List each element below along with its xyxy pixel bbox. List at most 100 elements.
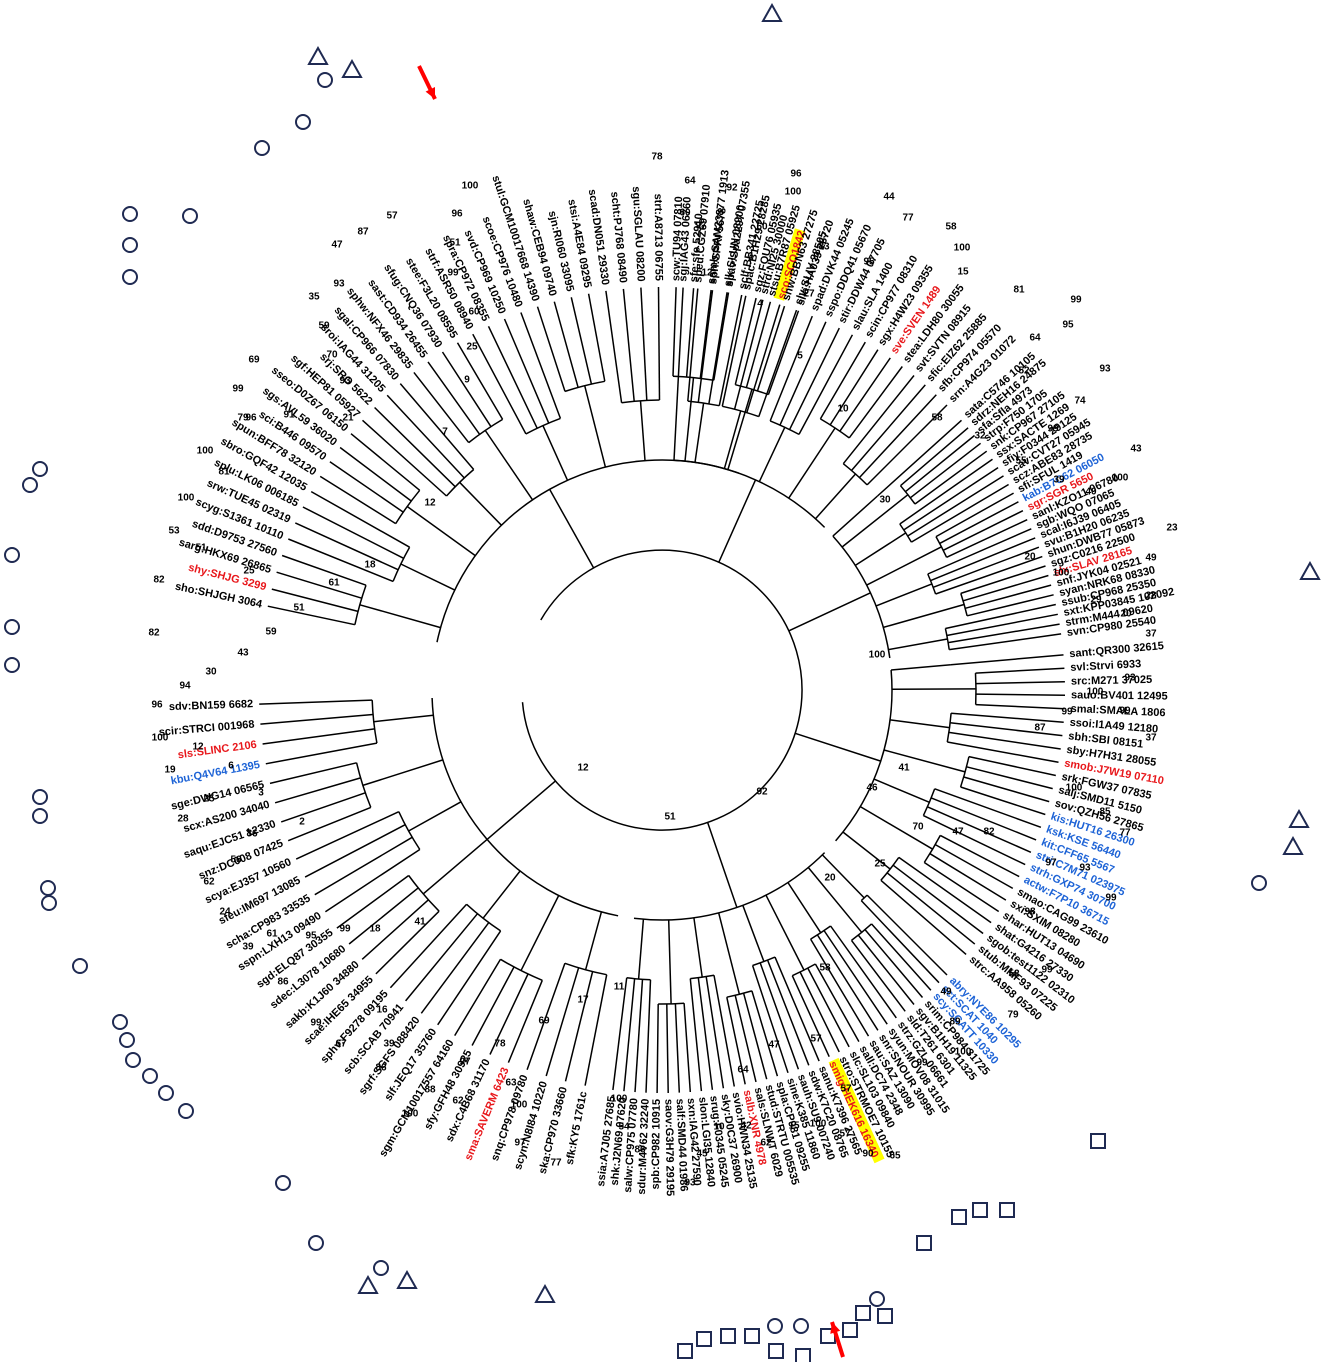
- clade-arc: [633, 852, 826, 921]
- tip-branch: [966, 766, 1053, 790]
- subclade-stem: [408, 801, 462, 832]
- tip-branch: [788, 327, 840, 430]
- bootstrap-value: 100: [1087, 687, 1104, 698]
- subclade-stem: [484, 430, 534, 501]
- triangle-marker: [761, 2, 783, 22]
- tip-branch: [807, 967, 850, 1048]
- bootstrap-value: 42: [740, 1121, 752, 1132]
- tip-branch: [267, 605, 356, 626]
- circle-marker: [32, 808, 48, 824]
- tip-branch: [687, 288, 699, 402]
- bootstrap-value: 10: [837, 404, 849, 415]
- bootstrap-value: 25: [466, 342, 478, 353]
- tip-branch: [965, 584, 1052, 610]
- tip-branch: [587, 293, 606, 382]
- tip-branch: [911, 483, 1009, 543]
- tip-branch: [939, 501, 1019, 545]
- bootstrap-value: 2: [299, 817, 305, 828]
- bootstrap-value: 24: [219, 907, 231, 918]
- tip-branch: [975, 703, 1065, 710]
- root-ring: [521, 549, 803, 831]
- bootstrap-value: 15: [957, 267, 969, 278]
- tip-branch: [809, 938, 870, 1037]
- square-marker: [972, 1202, 988, 1218]
- tip-branch: [487, 325, 538, 429]
- tip-branch: [857, 934, 915, 1005]
- subclade-stem: [890, 719, 950, 729]
- tip-branch: [260, 713, 374, 725]
- subclade-stem: [832, 495, 879, 537]
- triangle-marker: [357, 1274, 379, 1294]
- subclade-stem: [542, 425, 569, 481]
- tip-branch: [975, 667, 1065, 674]
- tip-branch: [288, 538, 394, 583]
- tip-branch: [427, 361, 481, 435]
- taxon-label: scw:TU94 07810: [670, 196, 685, 281]
- circle-marker: [142, 1068, 158, 1084]
- bootstrap-value: 57: [810, 1034, 822, 1045]
- bootstrap-value: 67: [335, 1039, 347, 1050]
- tip-branch: [734, 995, 757, 1083]
- tip-branch: [274, 777, 361, 804]
- bootstrap-value: 100: [197, 446, 214, 457]
- subclade-stem: [883, 603, 965, 629]
- taxon-label: sgj:IAG43 06760: [677, 196, 693, 282]
- subclade-stem: [842, 831, 891, 870]
- tip-branch: [766, 959, 810, 1066]
- bootstrap-value: 21: [342, 413, 354, 424]
- circle-marker: [122, 206, 138, 222]
- circle-marker: [793, 1318, 809, 1334]
- tip-branch: [405, 913, 479, 1002]
- tip-branch: [310, 490, 410, 548]
- bootstrap-value: 86: [375, 1063, 387, 1074]
- bootstrap-value: 20: [1120, 609, 1132, 620]
- circle-marker: [254, 140, 270, 156]
- tip-branch: [319, 475, 397, 525]
- bootstrap-value: 45: [696, 1149, 708, 1160]
- tip-branch: [751, 965, 789, 1074]
- bootstrap-value: 20: [1024, 552, 1036, 563]
- circle-marker: [122, 269, 138, 285]
- tip-branch: [963, 776, 1050, 803]
- bootstrap-value: 43: [1130, 444, 1142, 455]
- subclade-stem: [742, 905, 765, 962]
- circle-marker: [373, 1260, 389, 1276]
- subclade-arc: [392, 546, 411, 582]
- bootstrap-value: 35: [308, 292, 320, 303]
- clade-arc: [835, 669, 893, 842]
- subclade-arc: [468, 418, 503, 444]
- bootstrap-value: 78: [494, 1039, 506, 1050]
- bootstrap-value: 78: [651, 152, 663, 163]
- bootstrap-value: 99: [310, 1018, 322, 1029]
- bootstrap-value: 100: [611, 1094, 628, 1105]
- bootstrap-value: 90: [862, 1149, 874, 1160]
- tip-branch: [823, 930, 888, 1025]
- bootstrap-value: 69: [538, 1016, 550, 1027]
- bootstrap-value: 99: [1119, 706, 1131, 717]
- bootstrap-value: 95: [863, 257, 875, 268]
- bootstrap-value: 30: [879, 495, 891, 506]
- subclade-stem: [717, 912, 741, 995]
- bootstrap-value: 18: [369, 924, 381, 935]
- taxon-label: sfe:sfe 52910: [688, 213, 705, 283]
- tip-branch: [399, 383, 475, 470]
- circle-marker: [119, 1032, 135, 1048]
- subclade-stem: [684, 377, 695, 462]
- tip-branch: [526, 963, 566, 1071]
- square-marker: [696, 1331, 712, 1347]
- tip-branch: [829, 349, 879, 426]
- tip-branch: [848, 366, 903, 439]
- bootstrap-value: 64: [1029, 333, 1041, 344]
- subclade-arc: [769, 420, 800, 436]
- subclade-stem: [639, 400, 646, 461]
- subclade-arc: [935, 536, 948, 558]
- bootstrap-value: 51: [449, 238, 461, 249]
- tip-branch: [767, 310, 800, 395]
- bootstrap-value: 86: [634, 1145, 646, 1156]
- tip-branch: [472, 333, 527, 435]
- bootstrap-value: 51: [293, 603, 305, 614]
- subclade-arc: [564, 380, 605, 393]
- bootstrap-value: 25: [874, 859, 886, 870]
- tip-branch: [262, 728, 375, 745]
- subclade-stem: [859, 805, 934, 850]
